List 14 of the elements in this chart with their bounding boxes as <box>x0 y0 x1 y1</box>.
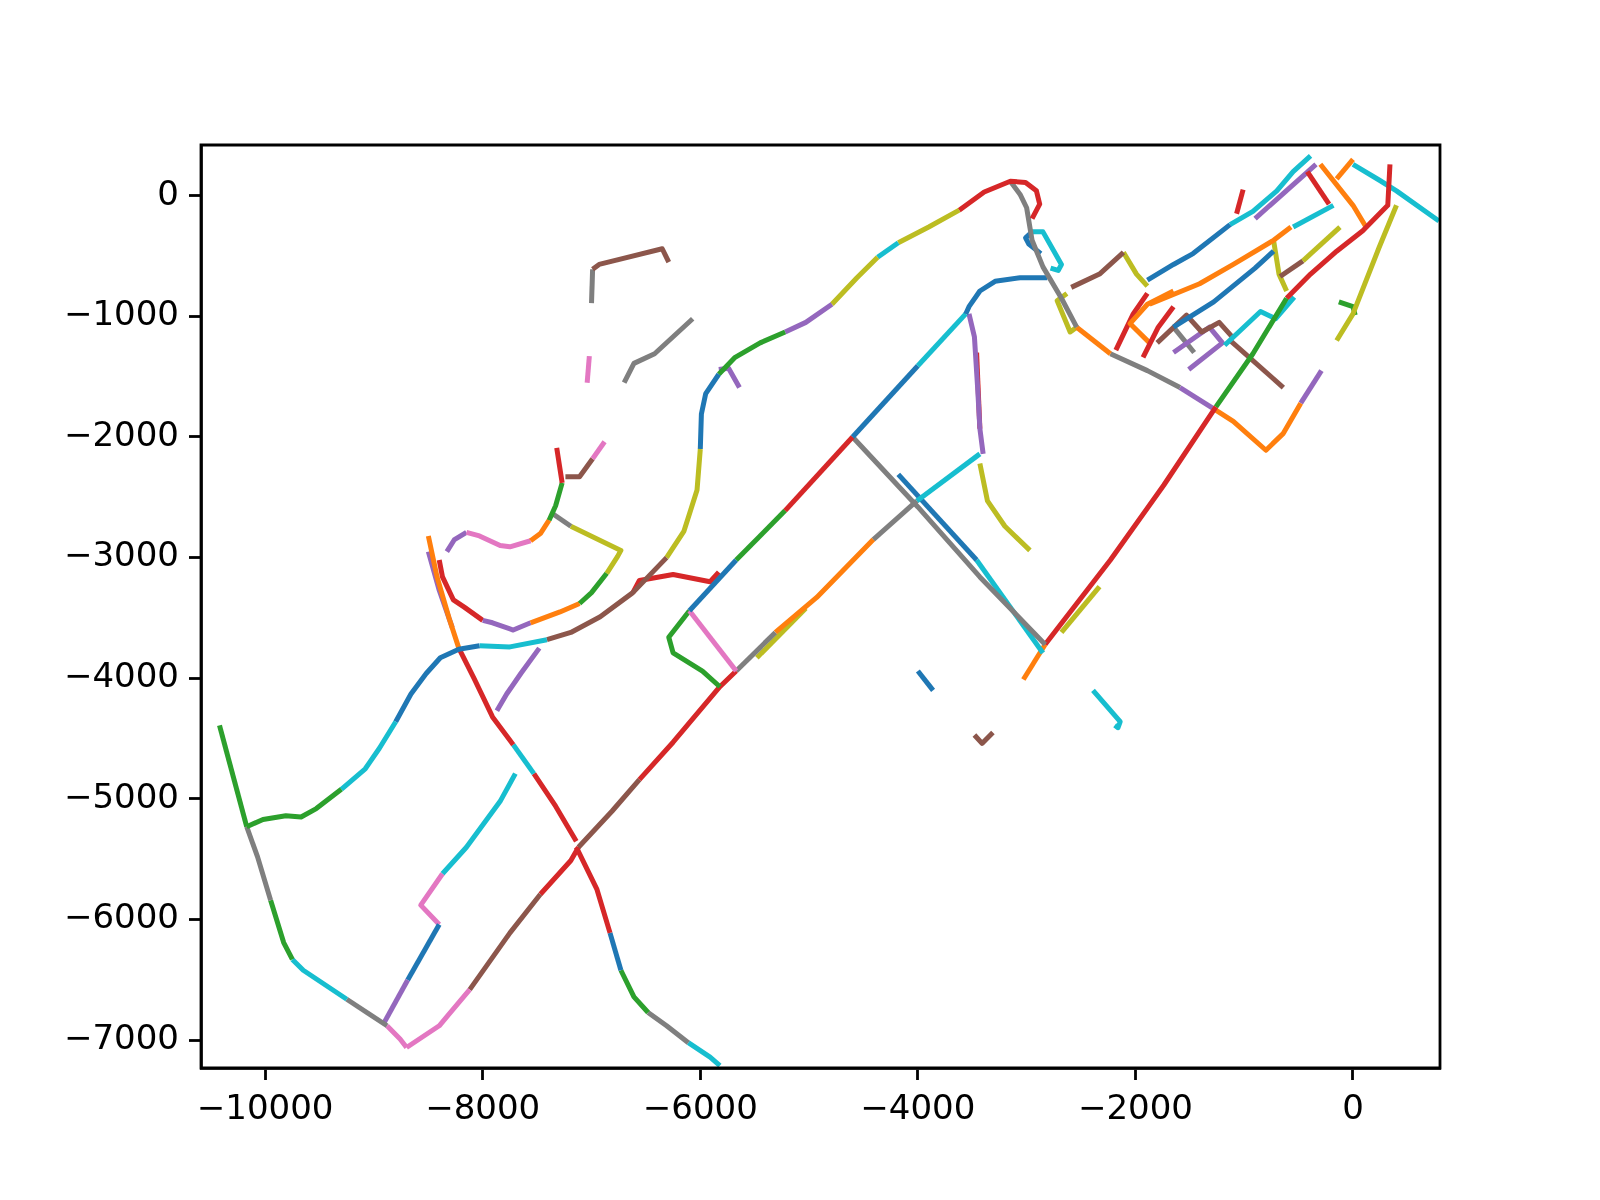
x-tick-label: −6000 <box>642 1087 758 1128</box>
y-tick-label: −3000 <box>63 534 179 575</box>
x-tick-label: −4000 <box>860 1087 976 1128</box>
y-tick-label: −5000 <box>63 775 179 816</box>
x-tick-label: −8000 <box>425 1087 541 1128</box>
y-tick-label: 0 <box>157 172 179 213</box>
x-tick-label: 0 <box>1342 1087 1364 1128</box>
y-tick-label: −7000 <box>63 1017 179 1058</box>
y-tick-label: −6000 <box>63 896 179 937</box>
x-tick-label: −10000 <box>196 1087 334 1128</box>
x-tick-label: −2000 <box>1077 1087 1193 1128</box>
y-tick-label: −2000 <box>63 413 179 454</box>
y-tick-label: −1000 <box>63 293 179 334</box>
y-tick-label: −4000 <box>63 655 179 696</box>
